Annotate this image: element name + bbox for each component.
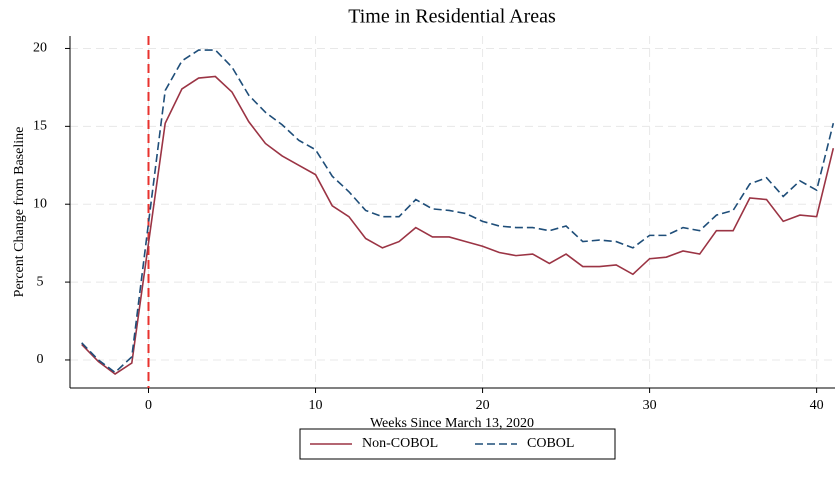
y-tick-label: 15: [33, 119, 47, 134]
x-axis-title: Weeks Since March 13, 2020: [370, 416, 534, 431]
x-tick-label: 30: [643, 398, 657, 413]
y-tick-label: 0: [37, 352, 44, 367]
y-tick-label: 20: [33, 41, 47, 56]
data-line: [81, 75, 835, 375]
y-tick-label: 5: [37, 274, 44, 289]
x-tick-label: 10: [309, 398, 323, 413]
data-line: [81, 49, 835, 374]
x-tick-label: 40: [810, 398, 824, 413]
y-tick-label: 10: [33, 196, 47, 211]
x-tick-label: 0: [145, 398, 152, 413]
chart-title: Time in Residential Areas: [348, 6, 556, 28]
y-axis-title: Percent Change from Baseline: [12, 127, 27, 298]
legend-label: Non-COBOL: [362, 436, 438, 451]
legend-label: COBOL: [527, 436, 574, 451]
x-tick-label: 20: [476, 398, 490, 413]
legend-box: [299, 428, 616, 460]
